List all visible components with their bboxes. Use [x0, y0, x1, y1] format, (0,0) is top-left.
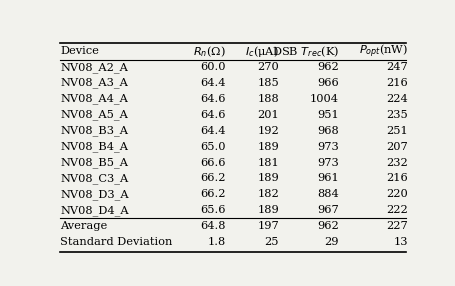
Text: 13: 13 — [393, 237, 408, 247]
Text: 182: 182 — [257, 189, 279, 199]
Text: 197: 197 — [257, 221, 279, 231]
Text: 967: 967 — [317, 205, 339, 215]
Text: 189: 189 — [257, 205, 279, 215]
Text: 951: 951 — [317, 110, 339, 120]
Text: 65.0: 65.0 — [201, 142, 226, 152]
Text: 966: 966 — [317, 78, 339, 88]
Text: NV08_A3_A: NV08_A3_A — [61, 78, 128, 88]
Text: NV08_B4_A: NV08_B4_A — [61, 141, 128, 152]
Text: 65.6: 65.6 — [201, 205, 226, 215]
Text: 251: 251 — [386, 126, 408, 136]
Text: 968: 968 — [317, 126, 339, 136]
Text: 973: 973 — [317, 158, 339, 168]
Text: 961: 961 — [317, 173, 339, 183]
Text: 66.2: 66.2 — [201, 189, 226, 199]
Text: NV08_D3_A: NV08_D3_A — [61, 189, 129, 200]
Text: 189: 189 — [257, 173, 279, 183]
Text: Standard Deviation: Standard Deviation — [61, 237, 173, 247]
Text: 224: 224 — [386, 94, 408, 104]
Text: 1.8: 1.8 — [208, 237, 226, 247]
Text: 192: 192 — [257, 126, 279, 136]
Text: 216: 216 — [386, 173, 408, 183]
Text: 201: 201 — [257, 110, 279, 120]
Text: 232: 232 — [386, 158, 408, 168]
Text: 962: 962 — [317, 62, 339, 72]
Text: 181: 181 — [257, 158, 279, 168]
Text: Average: Average — [61, 221, 108, 231]
Text: 64.4: 64.4 — [201, 78, 226, 88]
Text: 66.2: 66.2 — [201, 173, 226, 183]
Text: 189: 189 — [257, 142, 279, 152]
Text: 29: 29 — [324, 237, 339, 247]
Text: 188: 188 — [257, 94, 279, 104]
Text: 1004: 1004 — [310, 94, 339, 104]
Text: 270: 270 — [257, 62, 279, 72]
Text: 227: 227 — [386, 221, 408, 231]
Text: 64.8: 64.8 — [201, 221, 226, 231]
Text: 884: 884 — [317, 189, 339, 199]
Text: $P_{opt}$(nW): $P_{opt}$(nW) — [359, 43, 408, 60]
Text: $I_{c}$(μA): $I_{c}$(μA) — [245, 44, 279, 59]
Text: 66.6: 66.6 — [201, 158, 226, 168]
Text: NV08_B5_A: NV08_B5_A — [61, 157, 128, 168]
Text: NV08_A5_A: NV08_A5_A — [61, 110, 128, 120]
Text: 60.0: 60.0 — [201, 62, 226, 72]
Text: 64.6: 64.6 — [201, 94, 226, 104]
Text: NV08_B3_A: NV08_B3_A — [61, 125, 128, 136]
Text: 185: 185 — [257, 78, 279, 88]
Text: 247: 247 — [386, 62, 408, 72]
Text: 220: 220 — [386, 189, 408, 199]
Text: NV08_C3_A: NV08_C3_A — [61, 173, 129, 184]
Text: 962: 962 — [317, 221, 339, 231]
Text: DSB $T_{rec}$(K): DSB $T_{rec}$(K) — [272, 44, 339, 59]
Text: Device: Device — [61, 46, 99, 56]
Text: 973: 973 — [317, 142, 339, 152]
Text: 64.6: 64.6 — [201, 110, 226, 120]
Text: NV08_A2_A: NV08_A2_A — [61, 62, 128, 73]
Text: 222: 222 — [386, 205, 408, 215]
Text: NV08_A4_A: NV08_A4_A — [61, 94, 128, 104]
Text: NV08_D4_A: NV08_D4_A — [61, 205, 129, 216]
Text: $R_{n}$(Ω): $R_{n}$(Ω) — [193, 44, 226, 59]
Text: 216: 216 — [386, 78, 408, 88]
Text: 25: 25 — [264, 237, 279, 247]
Text: 207: 207 — [386, 142, 408, 152]
Text: 235: 235 — [386, 110, 408, 120]
Text: 64.4: 64.4 — [201, 126, 226, 136]
